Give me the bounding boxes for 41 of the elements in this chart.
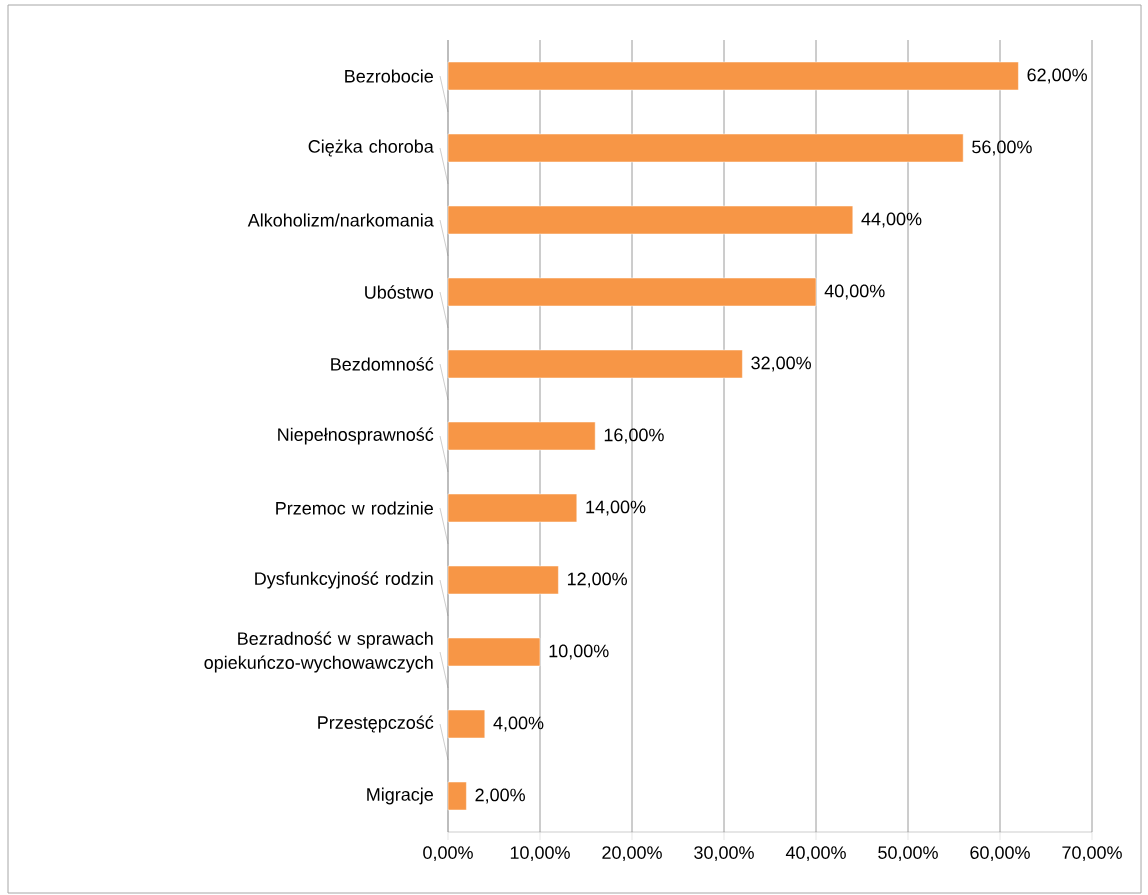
bar (447, 61, 1019, 91)
bar (447, 277, 817, 307)
bar (447, 709, 486, 739)
y-tick-label: Ubóstwo (365, 285, 434, 299)
x-tick-label: 50,00% (878, 846, 938, 862)
x-tick-label: 60,00% (970, 846, 1030, 862)
y-tick-label: Niepełnosprawność (278, 427, 434, 445)
y-tick-label: Przemoc w rodzinie (276, 501, 433, 515)
bar (447, 565, 559, 595)
data-label: 2,00% (475, 788, 525, 804)
bar (447, 133, 964, 163)
y-tick-label: Alkoholizm/narkomania (247, 213, 434, 227)
data-label: 32,00% (751, 356, 811, 372)
y-tick-label: Ciężka choroba (308, 139, 434, 157)
bar (447, 493, 578, 523)
bar (447, 781, 467, 811)
data-label: 16,00% (604, 428, 664, 444)
bar (447, 421, 596, 451)
x-tick-label: 30,00% (694, 846, 754, 862)
x-tick-label: 40,00% (785, 846, 846, 862)
y-tick-label: Przestępczość (318, 715, 434, 733)
x-tick-label: 70,00% (1062, 846, 1122, 862)
x-tick-label: 0,00% (423, 846, 473, 862)
y-tick-label: Dysfunkcyjność rodzin (255, 571, 433, 589)
bar (447, 637, 541, 667)
data-label: 10,00% (549, 644, 609, 660)
x-tick-label: 10,00% (510, 846, 570, 862)
bar (447, 205, 854, 235)
bar (447, 349, 743, 379)
y-tick-label: Bezradność w sprawach opiekuńczo-wychowawczych (204, 631, 433, 673)
y-tick-label: Bezdomność (331, 357, 434, 371)
data-label: 44,00% (861, 212, 922, 228)
y-tick-label: Migracje (367, 787, 433, 805)
data-label: 12,00% (567, 572, 627, 588)
data-label: 62,00% (1027, 68, 1087, 84)
x-tick-label: 20,00% (602, 846, 662, 862)
y-tick-label: Bezrobocie (345, 69, 433, 83)
data-label: 4,00% (493, 716, 544, 732)
data-label: 40,00% (824, 284, 885, 300)
data-label: 56,00% (972, 140, 1032, 156)
data-label: 14,00% (586, 500, 646, 516)
